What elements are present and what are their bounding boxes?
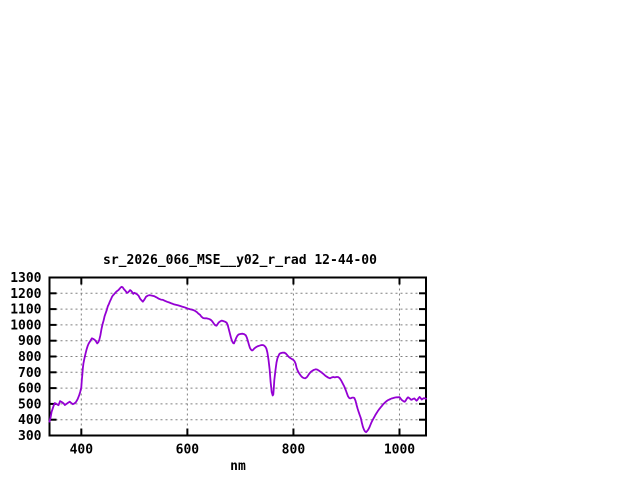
y-tick-label: 1200 [10, 287, 41, 302]
x-tick-label: 600 [176, 443, 200, 458]
y-tick-label: 500 [18, 397, 42, 412]
x-tick-label: 800 [282, 443, 306, 458]
y-tick-label: 800 [18, 350, 42, 365]
grid-lines [50, 278, 425, 435]
y-tick-label: 1000 [10, 318, 41, 333]
y-tick-label: 1300 [10, 271, 41, 286]
y-tick-label: 900 [18, 334, 42, 349]
tick-labels: 3004005006007008009001000110012001300400… [10, 271, 415, 458]
y-tick-label: 700 [18, 366, 42, 381]
y-tick-label: 300 [18, 429, 42, 444]
y-tick-label: 400 [18, 413, 42, 428]
y-tick-label: 1100 [10, 303, 41, 318]
data-series [48, 285, 427, 434]
chart-title: sr_2026_066_MSE__y02_r_rad 12-44-00 [103, 253, 377, 268]
axis-ticks [50, 276, 425, 437]
spectrum-line [48, 285, 427, 434]
plot-border [48, 276, 427, 437]
x-tick-label: 1000 [384, 443, 415, 458]
x-axis-label: nm [230, 459, 246, 474]
x-tick-label: 400 [70, 443, 94, 458]
y-tick-label: 600 [18, 382, 42, 397]
